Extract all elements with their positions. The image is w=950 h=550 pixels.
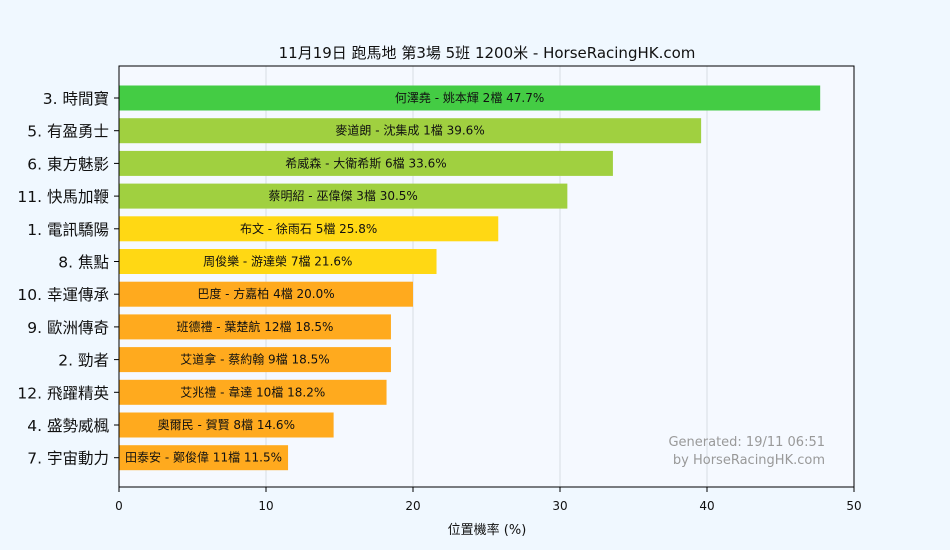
category-label: 9. 歐洲傳奇 (27, 319, 109, 337)
x-tick-label: 0 (115, 499, 123, 513)
bar-label: 周俊樂 - 游達榮 7檔 21.6% (203, 254, 352, 269)
bar (119, 347, 391, 373)
chart-title: 11月19日 跑馬地 第3場 5班 1200米 - HorseRacingHK.… (279, 44, 696, 62)
category-label: 10. 幸運傳承 (17, 286, 109, 304)
x-axis-ticks: 0 10 20 30 40 50 (115, 487, 862, 513)
bars (119, 85, 821, 471)
category-label: 2. 勁者 (58, 352, 109, 370)
bar-label: 麥道朗 - 沈集成 1檔 39.6% (335, 123, 484, 138)
category-label: 3. 時間寶 (43, 89, 109, 108)
category-label: 7. 宇宙動力 (27, 450, 109, 468)
bar (119, 249, 437, 274)
bar (119, 379, 387, 405)
category-label: 6. 東方魅影 (27, 155, 109, 173)
bar (119, 281, 413, 307)
bar-label: 布文 - 徐雨石 5檔 25.8% (240, 221, 377, 236)
category-label: 5. 有盈勇士 (27, 123, 109, 141)
bar-label: 希威森 - 大衛希斯 6檔 33.6% (285, 155, 446, 170)
watermark-site: by HorseRacingHK.com (673, 453, 825, 468)
bar-label: 巴度 - 方嘉柏 4檔 20.0% (197, 286, 334, 301)
category-label: 8. 焦點 (58, 254, 109, 272)
x-axis-label: 位置機率 (%) (448, 522, 527, 538)
x-tick-label: 30 (552, 499, 567, 513)
category-labels: 3. 時間寶 5. 有盈勇士 6. 東方魅影 11. 快馬加鞭 1. 電訊驕陽 8. 焦點… (17, 89, 119, 468)
bar-label: 何澤堯 - 姚本輝 2檔 47.7% (395, 91, 544, 105)
category-label: 12. 飛躍精英 (17, 384, 109, 402)
bar (119, 183, 568, 209)
plot-frame (118, 65, 855, 488)
bar (119, 314, 391, 340)
x-tick-label: 40 (699, 499, 714, 513)
bar (119, 85, 821, 111)
category-label: 1. 電訊驕陽 (27, 221, 109, 239)
bar (119, 150, 613, 176)
x-tick-label: 20 (405, 499, 420, 513)
bar-label: 蔡明紹 - 巫偉傑 3檔 30.5% (268, 189, 417, 203)
x-tick-label: 10 (258, 499, 273, 513)
bar-label: 田泰安 - 鄭俊偉 11檔 11.5% (125, 450, 282, 465)
bar (119, 118, 702, 144)
category-label: 4. 盛勢威楓 (27, 417, 109, 435)
bar (119, 412, 334, 438)
bar-labels: 何澤堯 - 姚本輝 2檔 47.7% 麥道朗 - 沈集成 1檔 39.6% 希威森 … (125, 91, 544, 465)
bar-label: 班德禮 - 葉楚航 12檔 18.5% (176, 319, 333, 334)
x-tick-label: 50 (846, 499, 861, 513)
bar (119, 216, 499, 242)
watermark-generated: Generated: 19/11 06:51 (668, 435, 825, 450)
bar-label: 奧爾民 - 賀賢 8檔 14.6% (158, 418, 295, 432)
bar-label: 艾兆禮 - 韋達 10檔 18.2% (180, 385, 325, 399)
bar-label: 艾道拿 - 蔡約翰 9檔 18.5% (180, 352, 329, 367)
bar (119, 445, 289, 471)
category-label: 11. 快馬加鞭 (17, 188, 109, 206)
